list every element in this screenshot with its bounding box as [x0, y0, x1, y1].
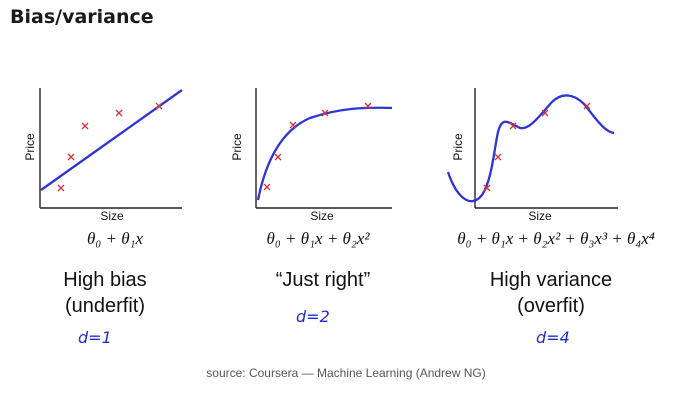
- data-points: [57, 102, 163, 192]
- data-point: [115, 109, 123, 117]
- axes: [474, 88, 618, 209]
- caption-line-1: “Just right”: [276, 269, 370, 291]
- handwritten-degree: d=1: [78, 328, 112, 347]
- handwritten-degree: d=4: [536, 328, 570, 347]
- data-point: [67, 153, 75, 161]
- panel-overfit: Price Size θ₀ + θ₁x + θ₂x² + θ₃x³ + θ₄x⁴…: [446, 88, 655, 347]
- hypothesis-formula: θ₀ + θ₁x: [87, 229, 143, 248]
- axes: [39, 88, 182, 209]
- hypothesis-formula: θ₀ + θ₁x + θ₂x²: [267, 229, 371, 248]
- x-axis-label: Size: [528, 209, 552, 223]
- handwritten-degree: d=2: [296, 307, 330, 326]
- data-point: [364, 102, 372, 110]
- caption-line-2: (underfit): [65, 295, 145, 317]
- caption-line-1: High variance: [490, 269, 612, 291]
- caption-line-2: (overfit): [517, 295, 585, 317]
- data-point: [274, 153, 282, 161]
- x-axis-label: Size: [310, 209, 334, 223]
- data-point: [583, 102, 591, 110]
- caption-line-1: High bias: [63, 269, 146, 291]
- data-point: [483, 184, 491, 192]
- data-point: [509, 122, 517, 130]
- panel-underfit: Price Size θ₀ + θ₁x High bias (underfit)…: [23, 88, 183, 347]
- fit-curve: [446, 94, 615, 203]
- fit-curve: [256, 106, 393, 201]
- data-point: [494, 153, 502, 161]
- hypothesis-formula: θ₀ + θ₁x + θ₂x² + θ₃x³ + θ₄x⁴: [457, 229, 655, 248]
- data-point: [155, 102, 163, 110]
- data-point: [263, 183, 271, 191]
- data-point: [57, 184, 65, 192]
- data-point: [541, 109, 549, 117]
- x-axis-label: Size: [100, 209, 124, 223]
- page-title: Bias/variance: [10, 6, 154, 28]
- y-axis-label: Price: [451, 133, 465, 161]
- data-points: [263, 102, 372, 191]
- y-axis-label: Price: [23, 133, 37, 161]
- axes: [255, 88, 392, 209]
- data-point: [81, 122, 89, 130]
- y-axis-label: Price: [230, 133, 244, 161]
- data-point: [289, 121, 297, 129]
- source-credit: source: Coursera — Machine Learning (And…: [206, 366, 486, 380]
- data-point: [321, 109, 329, 117]
- panel-just-right: Price Size θ₀ + θ₁x + θ₂x² “Just right” …: [230, 88, 393, 326]
- data-points: [483, 102, 591, 192]
